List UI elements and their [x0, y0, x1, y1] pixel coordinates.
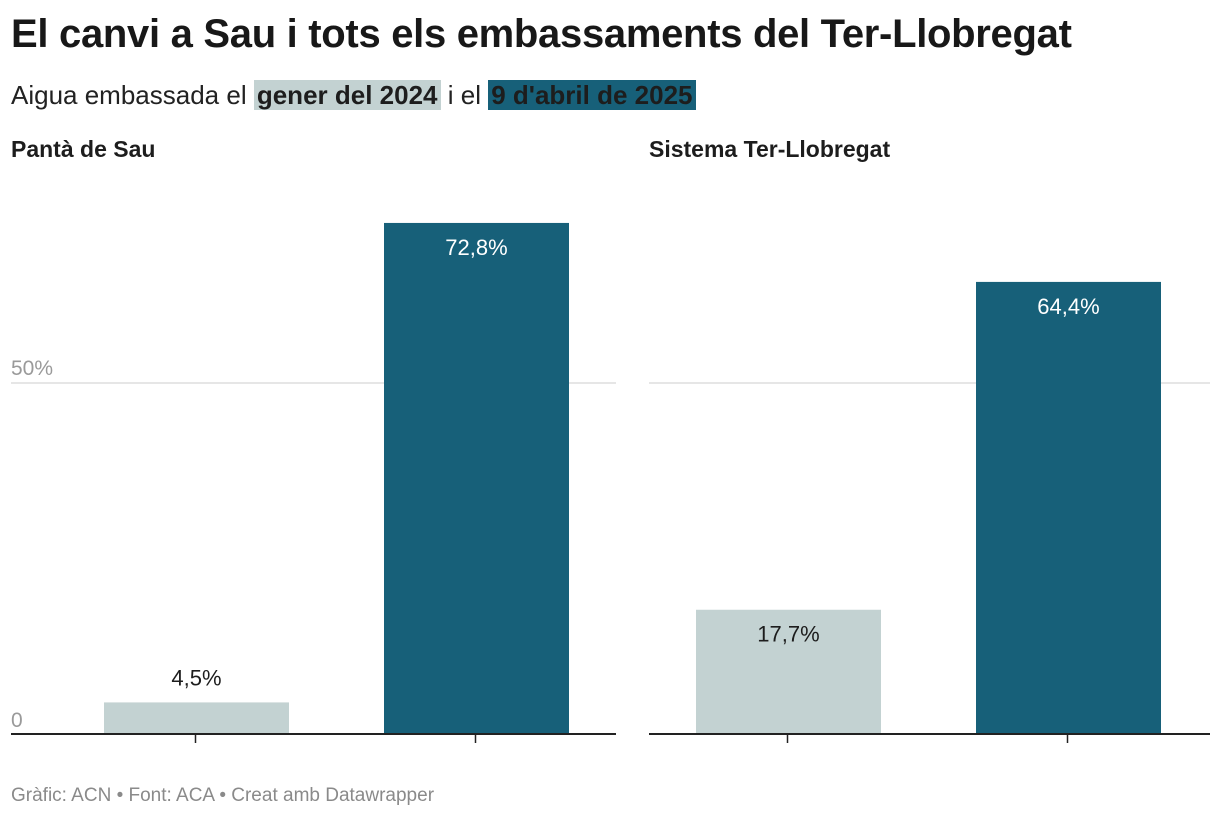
chart-subtitle: Aigua embassada el gener del 2024 i el 9…: [11, 80, 696, 111]
data-label-panel-2-series-1: 17,7%: [757, 622, 819, 647]
y-tick-label-0: 0: [11, 709, 23, 732]
subtitle-between: i el: [447, 80, 481, 110]
legend-series-2024: gener del 2024: [253, 80, 441, 110]
bar-panel-1-series-2: [384, 222, 569, 734]
bar-panel-2-series-1: [696, 609, 881, 734]
bar-panel-2-series-2: [976, 281, 1161, 734]
bar-panel-1-series-1: [104, 702, 289, 734]
y-tick-label-50: 50%: [11, 357, 53, 380]
legend-series-2025: 9 d'abril de 2025: [488, 80, 696, 110]
chart-title: El canvi a Sau i tots els embassaments d…: [11, 12, 1072, 56]
subtitle-prefix: Aigua embassada el: [11, 80, 247, 110]
data-label-panel-1-series-2: 72,8%: [445, 235, 507, 260]
panel-title-sau: Pantà de Sau: [11, 136, 156, 162]
footer-credit: Gràfic: ACN • Font: ACA • Creat amb Data…: [11, 785, 435, 806]
data-label-panel-2-series-2: 64,4%: [1037, 294, 1099, 319]
panel-title-ter-llobregat: Sistema Ter-Llobregat: [649, 136, 891, 162]
data-label-panel-1-series-1: 4,5%: [171, 665, 221, 690]
